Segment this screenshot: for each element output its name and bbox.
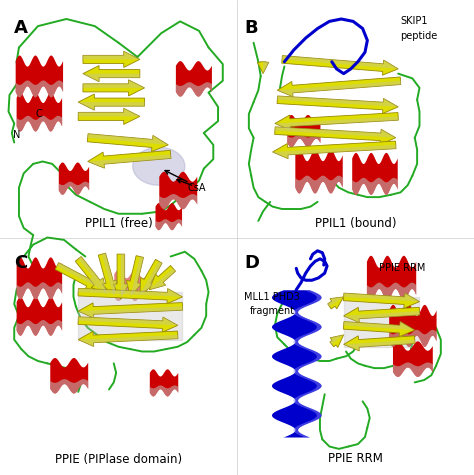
Polygon shape [130,256,144,297]
Text: C: C [36,109,42,119]
Polygon shape [275,113,398,130]
Text: PPIE RRM: PPIE RRM [328,453,383,465]
Polygon shape [133,147,185,185]
Polygon shape [277,81,401,96]
Polygon shape [78,108,140,116]
Polygon shape [328,297,344,306]
Polygon shape [87,134,168,152]
Polygon shape [83,80,145,88]
Polygon shape [330,335,344,347]
Polygon shape [88,134,168,145]
Polygon shape [88,154,171,168]
Polygon shape [282,56,398,69]
Polygon shape [140,259,162,294]
Polygon shape [127,256,144,297]
Polygon shape [273,141,396,159]
Polygon shape [102,253,117,297]
Polygon shape [78,331,178,346]
Polygon shape [78,288,182,304]
Polygon shape [83,51,140,59]
Text: SKIP1: SKIP1 [401,16,428,27]
Polygon shape [78,102,145,110]
Polygon shape [78,256,107,294]
Polygon shape [78,292,182,340]
Text: N: N [13,130,21,141]
Polygon shape [275,116,398,130]
Polygon shape [344,293,419,302]
Text: C: C [14,254,27,272]
Polygon shape [149,268,175,290]
Polygon shape [113,254,128,299]
Polygon shape [98,253,117,297]
Text: A: A [14,19,28,37]
Polygon shape [75,256,107,294]
Polygon shape [57,263,102,290]
Polygon shape [88,151,171,168]
Polygon shape [275,127,396,144]
Polygon shape [78,303,182,318]
Polygon shape [277,96,398,107]
Polygon shape [344,336,415,351]
Polygon shape [78,306,182,318]
Polygon shape [78,108,140,124]
Text: MLL1 PHD3: MLL1 PHD3 [244,292,300,302]
Polygon shape [263,62,269,74]
Polygon shape [330,335,344,344]
Text: CsA: CsA [187,182,206,193]
Text: PPIL1 (bound): PPIL1 (bound) [315,218,396,230]
Text: fragment: fragment [250,306,295,316]
Polygon shape [55,263,102,290]
Polygon shape [83,74,140,82]
Polygon shape [140,261,162,294]
Polygon shape [277,77,401,96]
Text: D: D [244,254,259,272]
Text: PPIL1 (free): PPIL1 (free) [85,218,152,230]
Polygon shape [344,297,419,347]
Polygon shape [83,51,140,67]
Polygon shape [344,311,419,323]
Polygon shape [149,266,175,290]
Text: PPIE (PIPlase domain): PPIE (PIPlase domain) [55,453,182,465]
Polygon shape [78,317,178,332]
Polygon shape [78,335,178,346]
Polygon shape [275,127,396,138]
Polygon shape [344,340,415,351]
Polygon shape [277,96,398,114]
Polygon shape [78,317,178,325]
Text: PPIE RRM: PPIE RRM [379,263,426,274]
Polygon shape [121,254,128,299]
Polygon shape [344,307,419,323]
Polygon shape [78,94,145,110]
Polygon shape [78,288,182,297]
Polygon shape [257,62,269,74]
Text: B: B [244,19,258,37]
Polygon shape [282,56,398,75]
Polygon shape [344,322,415,330]
Text: peptide: peptide [401,30,438,41]
Polygon shape [83,66,140,82]
Polygon shape [273,145,396,159]
Polygon shape [328,297,344,309]
Polygon shape [343,322,415,337]
Polygon shape [344,293,419,308]
Polygon shape [83,80,145,96]
